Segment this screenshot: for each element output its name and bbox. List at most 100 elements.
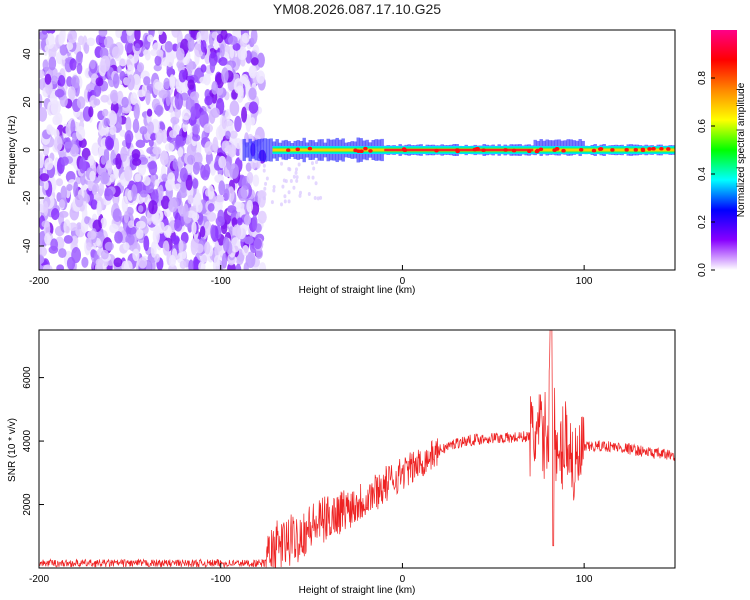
noise-blob [44,157,54,171]
signal-halo [257,139,261,161]
noise-blob [39,173,50,182]
noise-blob [138,205,144,213]
noise-blob [170,116,180,125]
noise-blob [236,252,245,262]
noise-speck [265,176,269,181]
noise-blob [215,216,225,227]
noise-blob [174,92,184,110]
y-tick-label: 20 [22,96,33,108]
noise-blob [163,225,172,238]
noise-blob [162,240,170,256]
noise-blob [200,164,206,179]
noise-blob [178,186,188,199]
noise-blob [135,139,146,149]
noise-blob [132,118,140,134]
noise-blob [125,116,132,133]
noise-speck [307,175,311,180]
noise-speck [292,185,296,190]
noise-blob [211,31,218,39]
signal-peak [633,148,638,152]
noise-blob [45,33,55,50]
noise-blob [246,171,254,184]
noise-blob [100,249,109,260]
noise-blob [179,260,187,270]
y-tick-label: 4000 [22,430,33,453]
noise-speck [264,181,268,186]
x-tick-label: -200 [29,276,49,287]
noise-blob [246,199,254,213]
noise-blob [76,51,82,63]
snr-plot-area [39,330,675,568]
signal-peak [598,147,603,151]
x-tick-label: 0 [400,574,406,585]
noise-blob [173,219,183,232]
noise-blob [76,222,82,230]
noise-blob [223,188,230,201]
noise-blob [210,224,216,240]
noise-blob [50,100,61,116]
noise-blob [172,158,178,170]
noise-blob [121,195,129,213]
noise-blob [104,188,114,201]
noise-speck [319,195,323,200]
noise-blob [55,112,63,125]
noise-blob [39,107,48,122]
noise-blob [60,30,66,43]
signal-peak [356,149,361,153]
noise-blob [130,92,138,106]
noise-blob [212,139,218,152]
noise-blob [66,42,74,51]
noise-blob [241,32,250,44]
noise-blob [66,76,73,87]
noise-blob [227,35,238,45]
noise-blob [154,179,160,187]
noise-blob [171,235,180,245]
noise-blob [127,74,135,91]
signal-peak [591,148,597,153]
noise-blob [245,162,252,172]
noise-blob [43,200,49,216]
noise-blob [135,220,146,229]
signal-halo [260,138,264,162]
noise-blob [89,59,96,70]
noise-blob [190,91,200,101]
noise-blob [235,263,242,270]
noise-blob [161,57,170,67]
noise-blob [157,221,165,234]
signal-peak [610,148,615,152]
noise-blob [145,89,151,106]
noise-blob [69,144,79,157]
signal-peak [554,146,560,151]
noise-blob [178,69,187,83]
noise-blob [135,229,144,240]
noise-blob [214,240,220,258]
noise-blob [212,200,223,212]
colorbar-ticks: 0.0 0.2 0.4 0.6 0.8 [697,71,715,277]
noise-blob [187,194,194,205]
noise-blob [229,163,239,179]
noise-blob [169,129,177,139]
noise-blob [221,252,228,269]
noise-blob [234,115,242,133]
spectrogram-heatmap [39,30,675,270]
noise-blob [157,30,163,36]
noise-speck [262,163,266,168]
noise-blob [227,205,237,214]
noise-blob [124,41,133,54]
noise-blob [196,31,202,44]
signal-peak [368,149,373,153]
noise-blob [178,239,184,253]
signal-halo [248,138,252,162]
noise-blob [207,184,215,200]
noise-blob [192,161,200,175]
noise-blob [214,195,225,203]
noise-blob [200,39,207,53]
noise-blob [204,141,214,155]
y-tick-label: 0 [22,147,33,153]
noise-blob [76,125,86,141]
noise-blob [83,42,90,54]
signal-peak [402,148,408,153]
noise-blob [104,241,114,251]
noise-blob [147,161,157,170]
noise-blob [152,42,162,52]
